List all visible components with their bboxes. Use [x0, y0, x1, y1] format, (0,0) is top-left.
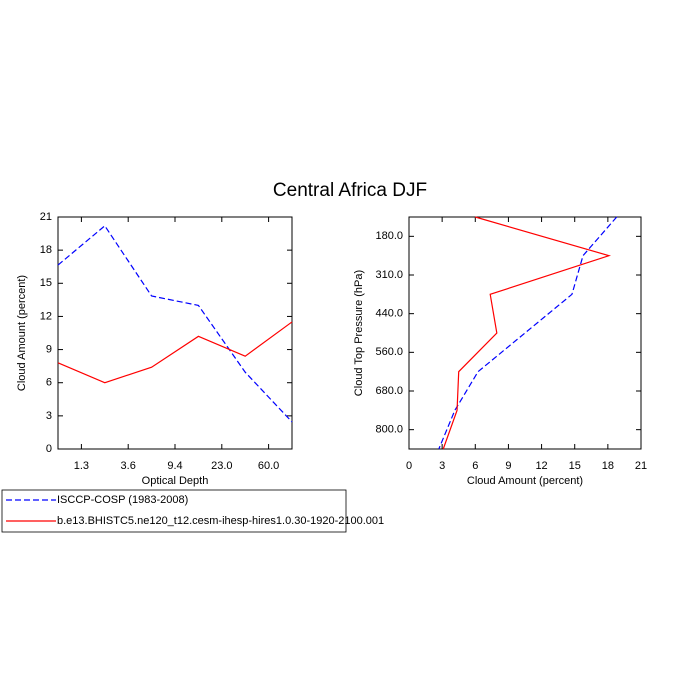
figure-title: Central Africa DJF — [273, 180, 427, 201]
y-tick-label: 440.0 — [375, 308, 403, 320]
y-tick-label: 560.0 — [375, 346, 403, 358]
x-tick-label: 18 — [602, 460, 614, 472]
y-tick-label: 6 — [46, 377, 52, 389]
x-tick-label: 9 — [505, 460, 511, 472]
series-line — [57, 224, 293, 423]
plot-frame — [57, 216, 293, 450]
x-tick-label: 12 — [535, 460, 547, 472]
x-tick-label: 23.0 — [211, 460, 232, 472]
series-line — [438, 216, 618, 450]
x-tick-label: 9.4 — [167, 460, 182, 472]
y-tick-label: 0 — [46, 443, 52, 455]
y-tick-label: 3 — [46, 410, 52, 422]
y-tick-label: 9 — [46, 343, 52, 355]
y-tick-label: 180.0 — [375, 230, 403, 242]
x-axis-label: Optical Depth — [142, 475, 209, 487]
x-tick-label: 1.3 — [74, 460, 89, 472]
x-tick-label: 15 — [569, 460, 581, 472]
series-line — [57, 321, 293, 384]
y-axis-label: Cloud Top Pressure (hPa) — [353, 270, 365, 396]
legend-label: b.e13.BHISTC5.ne120_t12.cesm-ihesp-hires… — [57, 515, 384, 527]
x-tick-label: 0 — [406, 460, 412, 472]
y-tick-label: 310.0 — [375, 269, 403, 281]
legend-label: ISCCP-COSP (1983-2008) — [57, 494, 188, 506]
x-tick-label: 6 — [472, 460, 478, 472]
x-tick-label: 21 — [635, 460, 647, 472]
plot-frame — [408, 216, 642, 450]
x-tick-label: 3 — [439, 460, 445, 472]
x-axis-label: Cloud Amount (percent) — [467, 475, 583, 487]
y-tick-label: 680.0 — [375, 385, 403, 397]
y-axis-label: Cloud Amount (percent) — [16, 275, 28, 391]
y-tick-label: 800.0 — [375, 424, 403, 436]
y-tick-label: 15 — [40, 277, 52, 289]
y-tick-label: 21 — [40, 211, 52, 223]
legend-box — [1, 489, 347, 533]
y-tick-label: 12 — [40, 310, 52, 322]
x-tick-label: 60.0 — [258, 460, 279, 472]
y-tick-label: 18 — [40, 244, 52, 256]
series-line — [442, 216, 612, 450]
x-tick-label: 3.6 — [121, 460, 136, 472]
